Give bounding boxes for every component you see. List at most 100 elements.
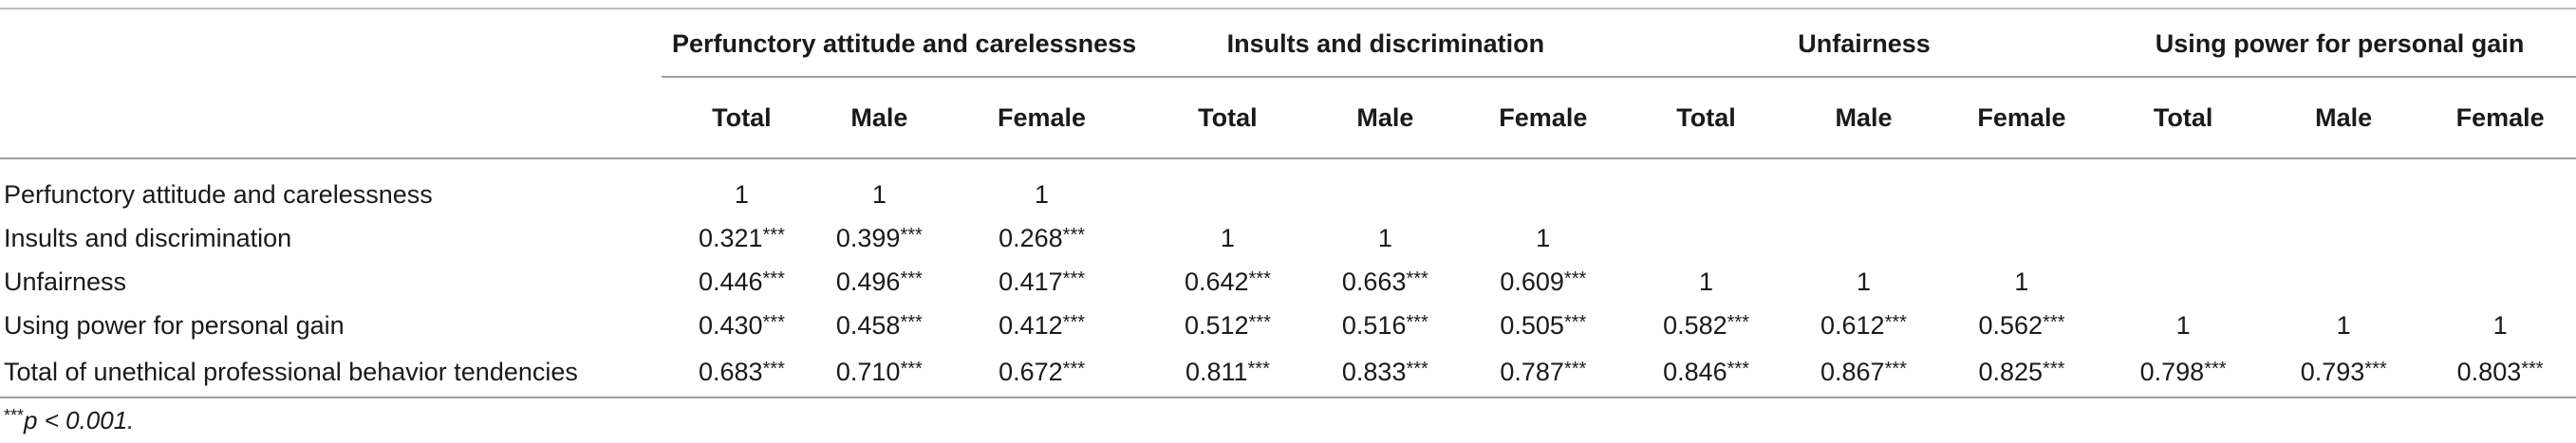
correlation-value: 0.399 xyxy=(835,223,901,252)
correlation-value: 0.793 xyxy=(2300,357,2365,386)
correlation-value: 1 xyxy=(2492,310,2508,340)
correlation-value: 1 xyxy=(2014,267,2029,296)
correlation-cell: 0.803*** xyxy=(2424,347,2576,398)
significance-marker: *** xyxy=(1727,311,1749,333)
row-label: Using power for personal gain xyxy=(4,310,345,340)
significance-marker: *** xyxy=(1884,358,1907,379)
significance-marker: *** xyxy=(1248,268,1271,289)
significance-marker: *** xyxy=(1563,268,1587,289)
correlation-value: 1 xyxy=(1856,267,1871,296)
correlation-cell: 0.825*** xyxy=(1939,347,2104,398)
correlation-cell xyxy=(2424,260,2576,304)
correlation-cell: 0.446*** xyxy=(662,260,821,304)
correlation-cell xyxy=(2103,158,2263,216)
row-label: Perfunctory attitude and carelessness xyxy=(4,179,433,209)
subheader-male: Male xyxy=(821,78,938,159)
correlation-value: 0.833 xyxy=(1341,357,1407,386)
correlation-value: 0.412 xyxy=(999,310,1063,340)
subheader-total: Total xyxy=(2103,78,2264,159)
correlation-cell xyxy=(1940,216,2103,260)
correlation-value: 0.321 xyxy=(698,223,763,252)
significance-marker: *** xyxy=(900,224,923,246)
significance-marker: *** xyxy=(1062,358,1086,379)
correlation-cell: 1 xyxy=(2103,304,2263,347)
group-header-label: Perfunctory attitude and carelessness xyxy=(672,28,1137,58)
correlation-value: 0.446 xyxy=(698,267,763,296)
significance-marker: *** xyxy=(1884,311,1907,333)
subheader-female: Female xyxy=(937,78,1147,159)
significance-marker: *** xyxy=(762,268,785,289)
subheader-male: Male xyxy=(1309,78,1462,159)
correlation-value: 1 xyxy=(871,179,887,209)
correlation-cell: 0.612*** xyxy=(1787,304,1940,347)
correlation-value: 1 xyxy=(1536,223,1551,252)
correlation-table: Perfunctory attitude and carelessness In… xyxy=(0,8,2576,398)
subheader-total: Total xyxy=(1146,78,1310,159)
correlation-cell: 1 xyxy=(1625,260,1787,304)
correlation-value: 0.562 xyxy=(1978,310,2044,340)
correlation-cell: 0.683*** xyxy=(662,347,822,398)
significance-marker: *** xyxy=(900,358,923,379)
group-header-label: Using power for personal gain xyxy=(2155,28,2525,58)
correlation-cell: 1 xyxy=(662,158,821,216)
correlation-value: 0.516 xyxy=(1341,310,1407,340)
table-row: Insults and discrimination 0.321*** 0.399*… xyxy=(0,216,2576,260)
significance-marker: *** xyxy=(1062,268,1086,289)
correlation-cell: 0.833*** xyxy=(1309,347,1462,398)
significance-marker: *** xyxy=(762,311,785,333)
table-row: Unfairness 0.446*** 0.496*** 0.417*** 0.642*… xyxy=(0,260,2576,304)
correlation-cell: 0.609*** xyxy=(1462,260,1625,304)
significance-marker: *** xyxy=(1406,311,1428,333)
correlation-cell xyxy=(2103,260,2263,304)
correlation-value: 1 xyxy=(1035,179,1050,209)
significance-marker: *** xyxy=(1563,358,1587,379)
significance-marker: *** xyxy=(2043,358,2065,379)
subheader-total: Total xyxy=(662,78,822,159)
footnote-text: p < 0.001. xyxy=(24,406,135,434)
correlation-value: 1 xyxy=(1699,267,1714,296)
correlation-cell: 0.846*** xyxy=(1624,347,1788,398)
group-header-unfairness: Unfairness xyxy=(1624,8,2104,78)
correlation-cell: 0.867*** xyxy=(1787,347,1940,398)
correlation-value: 1 xyxy=(2336,310,2351,340)
correlation-cell xyxy=(2424,158,2576,216)
correlation-value: 0.710 xyxy=(835,357,901,386)
correlation-cell: 0.458*** xyxy=(821,304,937,347)
correlation-value: 0.867 xyxy=(1820,357,1885,386)
correlation-value: 1 xyxy=(734,179,749,209)
group-header-perfunctory: Perfunctory attitude and carelessness xyxy=(662,8,1147,78)
correlation-cell xyxy=(2263,158,2424,216)
significance-marker: *** xyxy=(762,358,785,379)
correlation-cell: 1 xyxy=(937,158,1147,216)
correlation-cell: 0.672*** xyxy=(937,347,1147,398)
correlation-cell xyxy=(1147,158,1309,216)
table-body: Perfunctory attitude and carelessness 1 1 1… xyxy=(0,158,2576,398)
group-header-label: Insults and discrimination xyxy=(1226,28,1545,58)
correlation-cell: 1 xyxy=(1309,216,1462,260)
subheader-female: Female xyxy=(1461,78,1625,159)
correlation-cell: 0.268*** xyxy=(937,216,1147,260)
correlation-cell: 0.787*** xyxy=(1461,347,1625,398)
correlation-cell: 0.417*** xyxy=(937,260,1147,304)
correlation-value: 0.505 xyxy=(1500,310,1564,340)
correlation-cell: 0.321*** xyxy=(662,216,821,260)
correlation-value: 0.417 xyxy=(999,267,1063,296)
correlation-value: 0.846 xyxy=(1663,357,1727,386)
significance-marker: *** xyxy=(1062,311,1086,333)
correlation-cell: 0.505*** xyxy=(1462,304,1625,347)
subheader-row: Total Male Female Total Male Female Tota… xyxy=(0,78,2576,159)
correlation-value: 0.683 xyxy=(698,357,763,386)
correlation-value: 0.825 xyxy=(1978,357,2044,386)
significance-marker: *** xyxy=(1563,311,1587,333)
correlation-value: 0.512 xyxy=(1184,310,1249,340)
correlation-cell xyxy=(2263,216,2424,260)
correlation-cell: 1 xyxy=(1787,260,1940,304)
correlation-value: 1 xyxy=(1220,223,1235,252)
correlation-cell xyxy=(2424,216,2576,260)
correlation-cell: 0.516*** xyxy=(1309,304,1462,347)
correlation-cell xyxy=(1462,158,1625,216)
group-header-row: Perfunctory attitude and carelessness In… xyxy=(0,8,2576,78)
correlation-cell: 1 xyxy=(1940,260,2103,304)
correlation-cell xyxy=(1625,216,1787,260)
group-header-insults: Insults and discrimination xyxy=(1146,8,1625,78)
